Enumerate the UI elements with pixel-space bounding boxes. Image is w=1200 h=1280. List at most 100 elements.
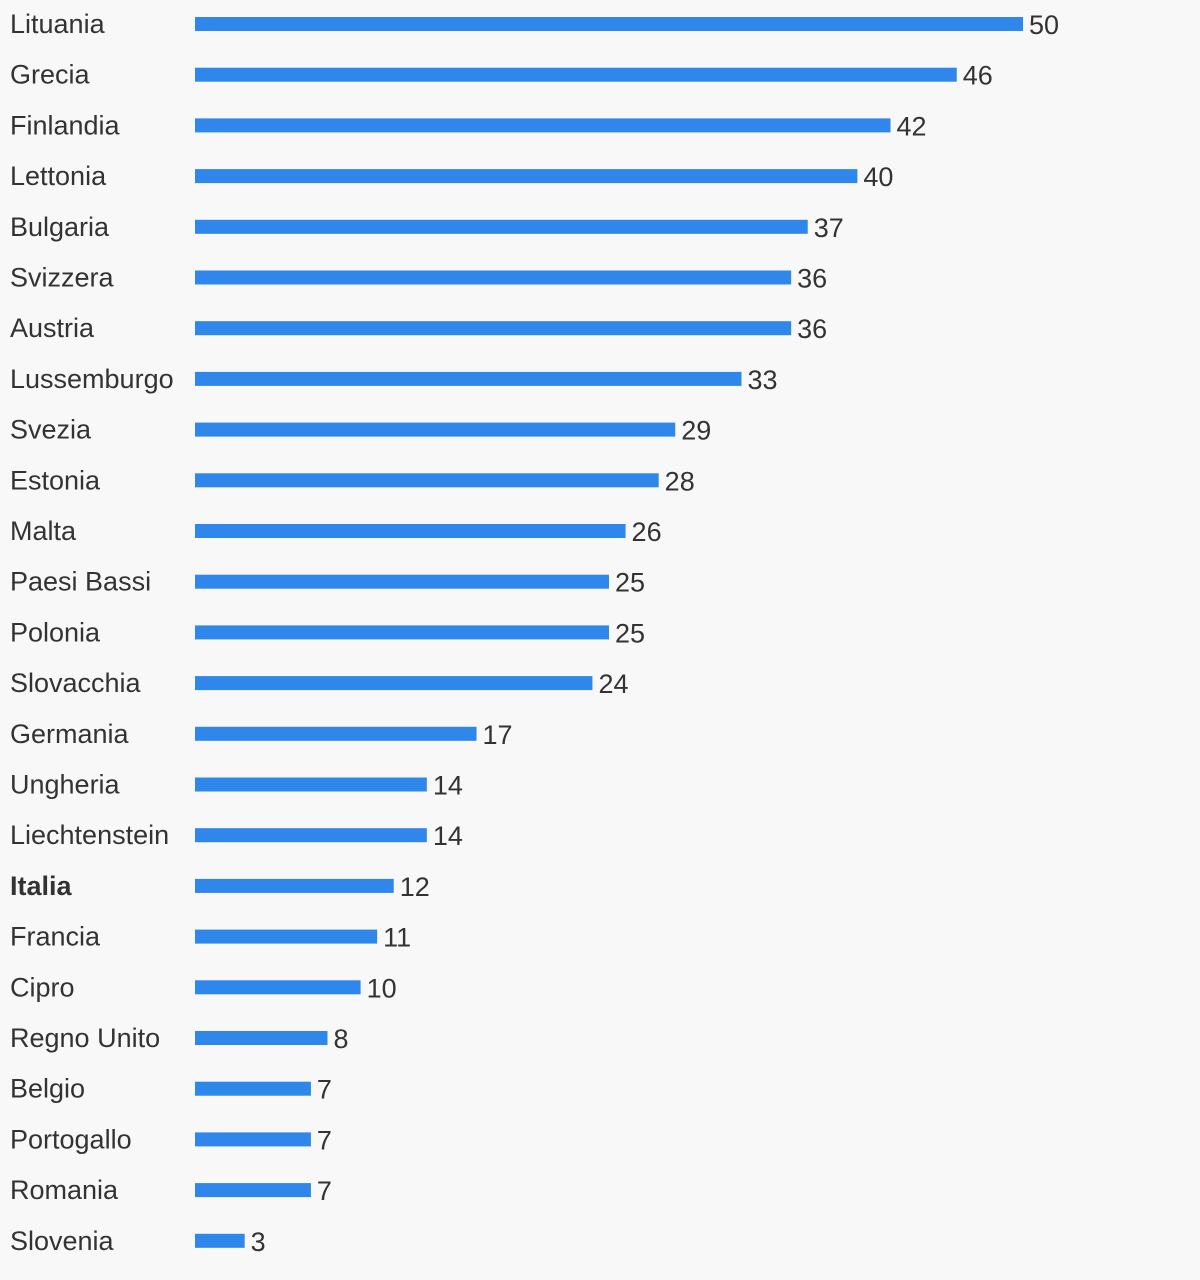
bar — [195, 625, 609, 640]
category-label: Germania — [10, 719, 130, 749]
bar — [195, 219, 808, 234]
category-label: Estonia — [10, 465, 101, 495]
bar-row-regno-unito: Regno Unito 8 — [10, 1023, 349, 1054]
bar — [195, 524, 626, 538]
bar — [195, 17, 1023, 31]
bar — [195, 270, 792, 285]
value-label: 7 — [317, 1125, 332, 1155]
value-label: 28 — [665, 466, 695, 496]
value-label: 40 — [863, 162, 893, 192]
bar-row-francia: Francia 11 — [10, 922, 411, 953]
value-label: 36 — [797, 264, 827, 294]
category-label: Lussemburgo — [10, 364, 174, 394]
value-label: 11 — [383, 923, 411, 953]
bar-row-bulgaria: Bulgaria 37 — [10, 212, 844, 243]
bar — [195, 1132, 311, 1147]
bar-row-romania: Romania 7 — [10, 1175, 332, 1206]
bar — [195, 473, 659, 488]
bar — [195, 777, 427, 792]
bar — [195, 321, 792, 336]
value-label: 25 — [615, 568, 645, 598]
bar-row-lituania: Lituania 50 — [10, 9, 1059, 40]
value-label: 46 — [963, 61, 993, 91]
bar-row-svezia: Svezia 29 — [10, 415, 711, 446]
bar-row-grecia: Grecia 46 — [10, 60, 993, 91]
bar — [195, 1233, 245, 1248]
category-label: Svizzera — [10, 263, 115, 293]
bar — [195, 1183, 311, 1198]
category-label: Ungheria — [10, 770, 121, 800]
value-label: 50 — [1029, 10, 1059, 40]
category-label: Slovenia — [10, 1226, 115, 1256]
bar — [195, 929, 378, 944]
value-label: 14 — [433, 771, 463, 801]
bar-row-slovacchia: Slovacchia 24 — [10, 668, 628, 699]
bar-row-cipro: Cipro 10 — [10, 972, 397, 1003]
bar-row-finlandia: Finlandia 42 — [10, 110, 927, 141]
bar-row-estonia: Estonia 28 — [10, 465, 695, 496]
value-label: 3 — [251, 1227, 266, 1257]
bar — [195, 169, 858, 184]
bar-row-portogallo: Portogallo 7 — [10, 1124, 332, 1155]
category-label: Paesi Bassi — [10, 567, 151, 597]
bar — [195, 878, 394, 893]
bar-row-polonia: Polonia 25 — [10, 617, 645, 648]
category-label: Portogallo — [10, 1124, 132, 1154]
bar — [195, 574, 609, 589]
bar-row-germania: Germania 17 — [10, 719, 513, 750]
bar-row-svizzera: Svizzera 36 — [10, 263, 827, 294]
category-label: Belgio — [10, 1074, 85, 1104]
bar-row-malta: Malta 26 — [10, 516, 662, 547]
value-label: 7 — [317, 1176, 332, 1206]
value-label: 37 — [814, 213, 844, 243]
bar — [195, 1031, 328, 1045]
bar — [195, 67, 957, 82]
bar-row-paesi-bassi: Paesi Bassi 25 — [10, 567, 645, 598]
category-label: Malta — [10, 516, 77, 546]
bar-row-ungheria: Ungheria 14 — [10, 770, 463, 801]
category-label: Romania — [10, 1175, 119, 1205]
bar-row-slovenia: Slovenia 3 — [10, 1226, 266, 1257]
category-label: Polonia — [10, 617, 101, 647]
bar — [195, 1081, 311, 1096]
value-label: 8 — [333, 1024, 348, 1054]
category-label: Francia — [10, 922, 101, 952]
bar-row-lettonia: Lettonia 40 — [10, 161, 893, 192]
bar — [195, 676, 593, 691]
bar-row-belgio: Belgio 7 — [10, 1074, 332, 1105]
bar — [195, 371, 742, 386]
bar-row-liechtenstein: Liechtenstein 14 — [10, 820, 463, 851]
category-label: Cipro — [10, 972, 75, 1002]
category-label: Grecia — [10, 60, 91, 90]
category-label: Regno Unito — [10, 1023, 160, 1053]
bar — [195, 726, 477, 741]
value-label: 12 — [400, 872, 430, 902]
bar — [195, 118, 891, 133]
category-label: Svezia — [10, 415, 92, 445]
value-label: 17 — [483, 720, 513, 750]
value-label: 29 — [681, 416, 711, 446]
value-label: 7 — [317, 1075, 332, 1105]
bar-row-lussemburgo: Lussemburgo 33 — [10, 364, 778, 395]
category-label: Bulgaria — [10, 212, 110, 242]
bar — [195, 422, 676, 437]
category-label: Lettonia — [10, 161, 107, 191]
category-label: Liechtenstein — [10, 820, 169, 850]
value-label: 10 — [367, 973, 397, 1003]
value-label: 26 — [632, 517, 662, 547]
category-label: Slovacchia — [10, 668, 142, 698]
category-label: Italia — [10, 871, 73, 901]
value-label: 36 — [797, 314, 827, 344]
bar — [195, 828, 427, 843]
bar-row-italia: Italia 12 — [10, 871, 430, 902]
category-label: Finlandia — [10, 110, 121, 140]
category-label: Lituania — [10, 9, 106, 39]
value-label: 33 — [747, 365, 777, 395]
value-label: 24 — [598, 669, 628, 699]
value-label: 42 — [897, 111, 927, 141]
category-label: Austria — [10, 313, 95, 343]
bar-row-austria: Austria 36 — [10, 313, 827, 344]
bar — [195, 980, 361, 995]
value-label: 25 — [615, 618, 645, 648]
